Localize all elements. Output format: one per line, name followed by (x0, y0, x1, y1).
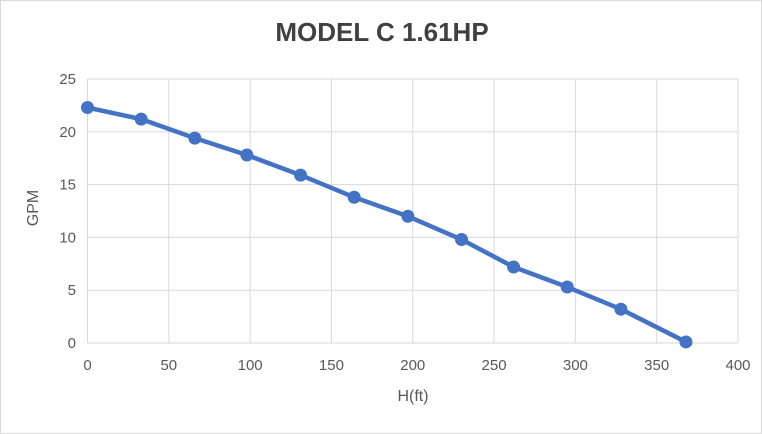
chart-title: MODEL C 1.61HP (275, 17, 489, 47)
x-tick-label: 300 (563, 357, 588, 374)
x-tick-label: 400 (725, 357, 750, 374)
data-point-marker (134, 112, 148, 126)
x-tick-label: 150 (319, 357, 344, 374)
data-point-marker (679, 335, 693, 349)
y-tick-label: 20 (59, 124, 76, 141)
data-point-marker (347, 190, 361, 204)
y-tick-label: 15 (59, 177, 76, 194)
data-point-marker (401, 209, 415, 223)
x-tick-label: 350 (644, 357, 669, 374)
y-tick-label: 0 (68, 335, 76, 352)
y-tick-label: 10 (59, 229, 76, 246)
series-line (85, 105, 689, 345)
y-tick-label: 25 (59, 71, 76, 88)
y-axis-title: GPM (25, 189, 42, 227)
x-tick-label: 250 (482, 357, 507, 374)
x-tick-label: 50 (160, 357, 177, 374)
data-point-marker (240, 148, 254, 162)
data-point-marker (507, 260, 521, 274)
data-point-marker (614, 302, 628, 316)
data-point-marker (188, 131, 202, 145)
x-tick-label: 200 (400, 357, 425, 374)
data-point-marker (294, 168, 308, 182)
x-axis-title: H(ft) (397, 388, 429, 405)
data-point-marker (81, 101, 94, 115)
x-tick-label: 0 (83, 357, 91, 374)
y-tick-label: 5 (68, 282, 76, 299)
x-tick-label: 100 (238, 357, 263, 374)
data-point-marker (455, 233, 469, 247)
data-point-marker (560, 280, 574, 294)
